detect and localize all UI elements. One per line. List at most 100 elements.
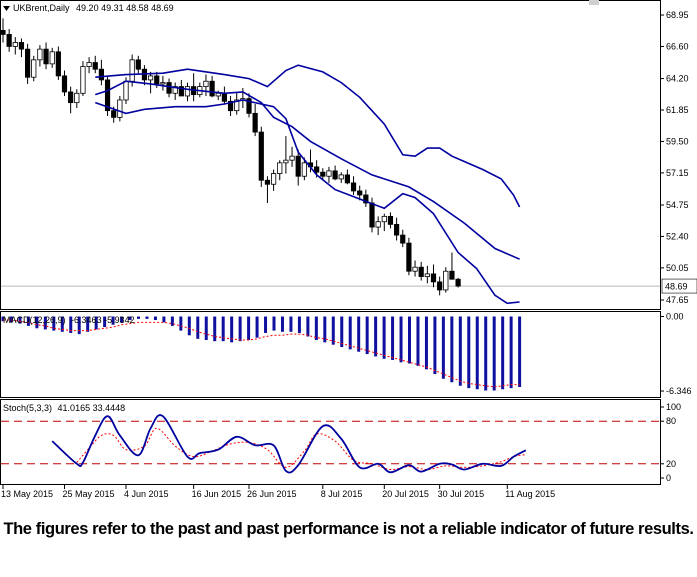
candle-down	[178, 86, 184, 97]
candle-up	[277, 162, 283, 174]
price-pane-frame	[0, 0, 661, 310]
candle-down	[24, 48, 31, 78]
candle-down	[111, 110, 117, 118]
price-tick-label: 50.05	[666, 263, 689, 273]
macd-tick-label: 0.00	[666, 312, 684, 322]
candle-up	[381, 215, 387, 223]
price-tick-label: 66.60	[666, 41, 689, 51]
candle-down	[344, 174, 351, 184]
candle-up	[49, 51, 55, 65]
candle-down	[43, 48, 49, 65]
candle-down	[437, 281, 443, 291]
stoch-signal-line	[76, 427, 526, 471]
time-tick-label: 26 Jun 2015	[247, 489, 297, 499]
price-axis: 68.95 66.60 64.20 61.85 59.50 57.15 54.75 52.40…	[660, 10, 689, 305]
candle-down	[393, 223, 400, 236]
candle-up	[123, 80, 129, 101]
macd-tick-label: -6.346	[666, 386, 692, 396]
candle-down	[363, 194, 369, 204]
macd-axis: 0.00 -6.346	[660, 312, 692, 396]
macd-signal-line	[3, 319, 520, 388]
stoch-tick-label: 0	[666, 473, 671, 483]
candle-down	[246, 98, 252, 114]
macd-pane-frame	[0, 311, 661, 398]
stoch-main-line	[51, 414, 527, 474]
candle-up	[129, 59, 135, 82]
candle-down	[369, 202, 375, 228]
candle-up	[74, 92, 80, 104]
candle-down	[430, 273, 437, 283]
candle-down	[400, 234, 406, 244]
candle-up	[160, 82, 166, 85]
bollinger-upper-line	[95, 64, 521, 208]
candle-up	[375, 221, 381, 228]
stoch-plot	[1, 414, 660, 474]
candle-down	[92, 62, 98, 70]
bollinger-lower-line	[95, 99, 520, 305]
candle-down	[252, 112, 258, 133]
candle-up	[12, 42, 18, 47]
bollinger-middle-line	[95, 80, 520, 260]
price-tick-label: 64.20	[666, 74, 689, 84]
candle-down	[61, 75, 68, 93]
time-tick-label: 25 May 2015	[63, 489, 115, 499]
stoch-label: Stoch(5,3,3) 41.0165 33.4448	[3, 403, 125, 413]
stoch-axis: 100 80 20 0	[660, 402, 681, 483]
candle-up	[37, 48, 43, 61]
macd-plot	[1, 316, 522, 391]
current-price-label: 48.69	[665, 282, 688, 292]
candle-down	[166, 82, 172, 94]
candle-up	[80, 66, 86, 94]
time-tick-label: 8 Jul 2015	[321, 489, 363, 499]
candle-up	[424, 273, 430, 277]
candle-up	[270, 173, 277, 185]
candle-up	[215, 92, 221, 97]
price-plot	[0, 18, 521, 305]
candle-down	[332, 170, 338, 180]
candle-up	[289, 155, 295, 161]
time-tick-label: 16 Jun 2015	[192, 489, 242, 499]
candle-down	[418, 266, 424, 277]
triangle-down-icon[interactable]	[3, 6, 10, 11]
time-tick-label: 11 Aug 2015	[505, 489, 555, 499]
disclaimer-text: The figures refer to the past and past p…	[3, 520, 694, 538]
time-tick-label: 4 Jun 2015	[124, 489, 169, 499]
current-price-badge	[661, 278, 697, 294]
candle-up	[31, 59, 37, 78]
time-tick-label: 20 Jul 2015	[382, 489, 429, 499]
candle-down	[449, 270, 455, 280]
candle-down	[0, 30, 6, 35]
candle-down	[68, 91, 74, 104]
candle-up	[147, 75, 154, 81]
price-tick-label: 57.15	[666, 168, 689, 178]
candle-down	[295, 155, 301, 177]
chart-figure: 68.95 66.60 64.20 61.85 59.50 57.15 54.75 52.40…	[0, 0, 697, 499]
chart-scroll-handle[interactable]	[589, 0, 599, 5]
candle-down	[227, 100, 234, 112]
candle-up	[172, 86, 178, 94]
candle-up	[203, 80, 209, 87]
candle-down	[264, 179, 271, 185]
candle-up	[338, 174, 344, 180]
symbol-label: UKBrent,Daily 49.20 49.31 48.58 48.69	[13, 3, 174, 13]
price-tick-label: 52.40	[666, 231, 689, 241]
macd-label: MACD(12,26,9) -6.3463 -5.9342	[3, 315, 135, 325]
candle-up	[301, 162, 307, 177]
stoch-tick-label: 100	[666, 402, 681, 412]
candle-up	[326, 170, 332, 177]
candle-down	[98, 68, 104, 81]
candle-up	[234, 99, 240, 112]
stoch-tick-label: 20	[666, 459, 676, 469]
stoch-tick-label: 80	[666, 416, 676, 426]
candle-up	[117, 99, 123, 118]
price-header: UKBrent,Daily 49.20 49.31 48.58 48.69	[3, 3, 174, 13]
candle-down	[455, 278, 461, 287]
candle-up	[443, 270, 449, 291]
time-axis: 13 May 2015 25 May 2015 4 Jun 2015 16 Jun 2…	[1, 485, 555, 499]
candle-down	[221, 92, 227, 102]
candle-down	[387, 215, 394, 225]
candle-down	[357, 190, 363, 196]
price-tick-label: 68.95	[666, 10, 689, 20]
candle-down	[406, 242, 412, 272]
candle-down	[135, 59, 141, 70]
